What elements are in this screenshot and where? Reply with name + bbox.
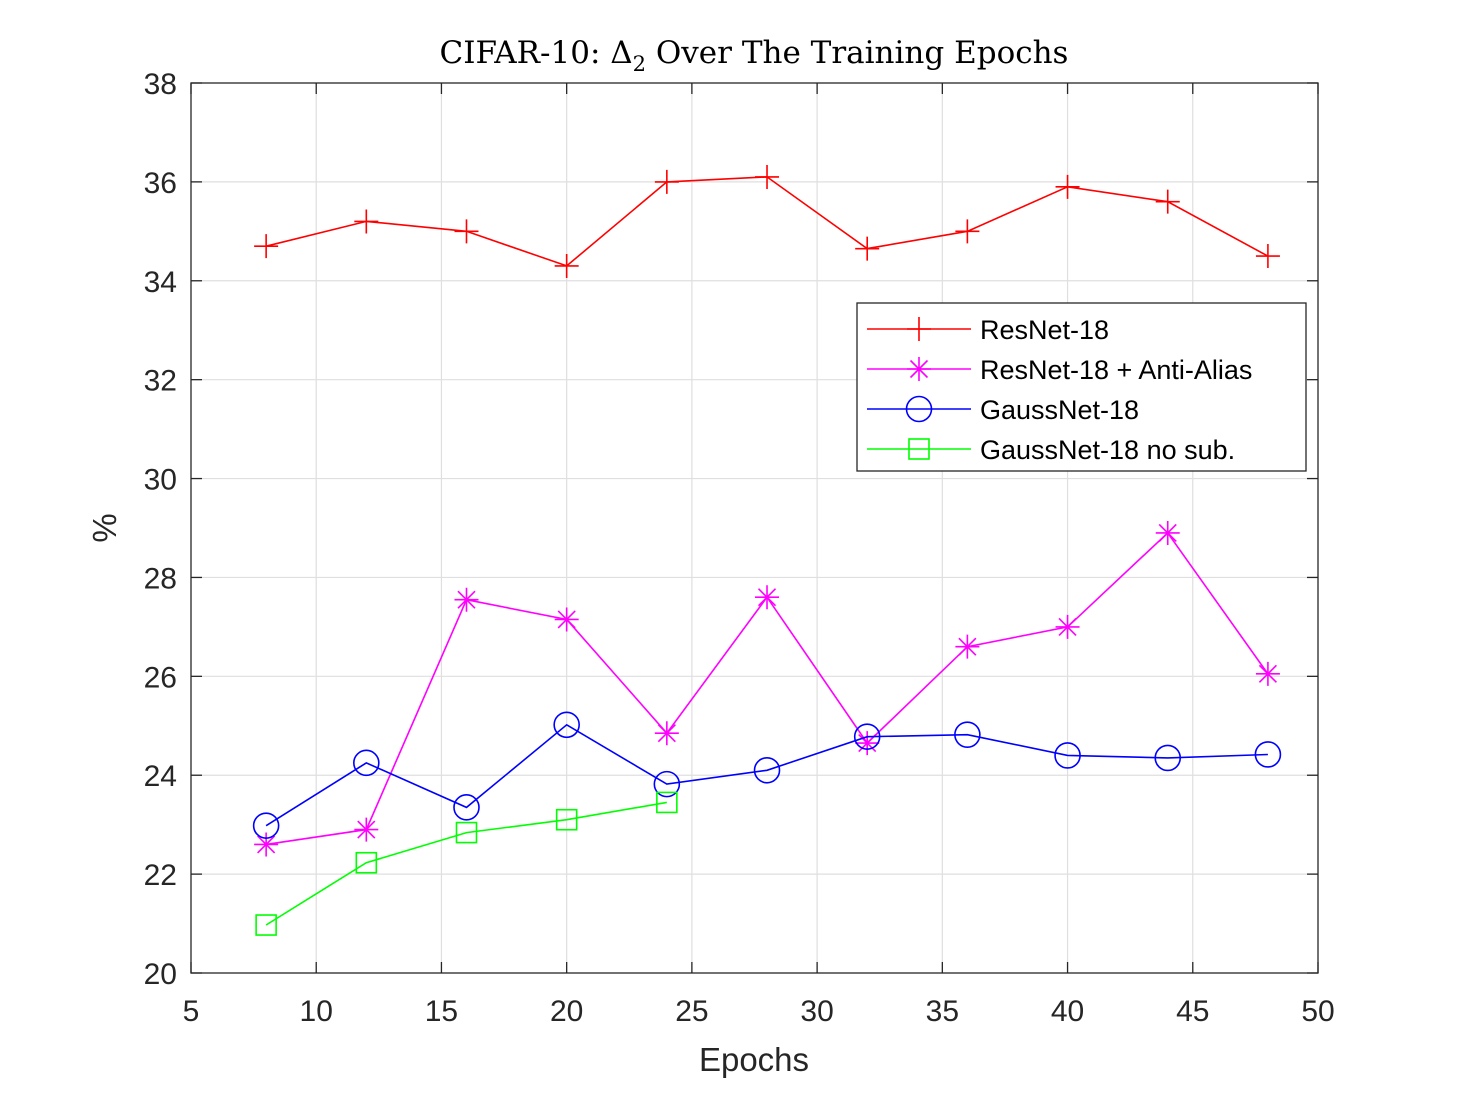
y-axis-label: % [86, 513, 123, 542]
chart-title: CIFAR-10: Δ2 Over The Training Epochs [440, 35, 1069, 76]
data-point [354, 209, 379, 234]
y-tick-label: 22 [144, 859, 177, 892]
data-point [254, 832, 279, 857]
x-tick-label: 50 [1301, 995, 1334, 1028]
data-point [855, 731, 880, 756]
series-line [265, 723, 1268, 827]
series-4 [255, 791, 678, 936]
data-point [554, 253, 579, 278]
data-point [553, 711, 580, 739]
y-tick-label: 30 [144, 464, 177, 497]
x-axis-label: Epochs [699, 1041, 809, 1078]
x-tick-label: 25 [675, 995, 708, 1028]
legend: ResNet-18 ResNet-18 + Anti-Alias GaussNet-… [856, 302, 1307, 472]
legend-box [856, 302, 1307, 472]
data-point [453, 794, 480, 821]
data-point [1055, 174, 1080, 199]
y-tick-label: 28 [144, 562, 177, 595]
data-point [454, 219, 479, 244]
y-tick-label: 36 [144, 167, 177, 200]
data-point [753, 756, 781, 784]
legend-entry: ResNet-18 [867, 315, 1109, 345]
data-point [653, 770, 681, 798]
legend-marker [905, 395, 933, 423]
series-1 [254, 164, 1280, 278]
legend-entry: ResNet-18 + Anti-Alias [867, 355, 1252, 385]
data-point [252, 812, 280, 839]
data-point [853, 723, 881, 750]
data-point [654, 721, 679, 746]
legend-marker [908, 438, 930, 460]
x-tick-label: 30 [800, 995, 833, 1028]
series-2 [254, 520, 1280, 857]
legend-label: GaussNet-18 [980, 395, 1139, 425]
data-point [554, 607, 579, 632]
x-tick-label: 20 [550, 995, 583, 1028]
data-point [955, 219, 980, 244]
data-point [454, 587, 479, 612]
y-tick-label: 26 [144, 661, 177, 694]
data-point [1054, 742, 1081, 769]
data-point [1255, 244, 1280, 269]
data-point [955, 634, 980, 659]
x-tick-label: 45 [1176, 995, 1209, 1028]
data-point [654, 169, 679, 194]
data-point [1155, 189, 1180, 214]
axes-box [190, 82, 1319, 974]
data-point [1254, 741, 1282, 768]
data-point [1255, 661, 1280, 686]
x-tick-label: 35 [926, 995, 959, 1028]
y-tick-label: 24 [144, 760, 177, 793]
data-point [555, 808, 578, 831]
legend-label: ResNet-18 + Anti-Alias [980, 355, 1252, 385]
data-point [1055, 614, 1080, 639]
x-tick-label: 15 [425, 995, 458, 1028]
plot-background [191, 83, 1318, 973]
x-tick-label: 40 [1051, 995, 1084, 1028]
data-point [353, 749, 380, 777]
y-tick-label: 38 [144, 68, 177, 101]
data-point [855, 236, 880, 261]
data-point [954, 721, 981, 748]
series-3 [252, 711, 1282, 839]
x-tick-label: 10 [300, 995, 333, 1028]
y-tick-label: 32 [144, 365, 177, 398]
data-point [656, 791, 678, 814]
data-point [1154, 744, 1182, 772]
data-point [755, 585, 780, 610]
series-line [265, 801, 667, 926]
data-point [755, 164, 780, 189]
legend-entry: GaussNet-18 [867, 395, 1139, 425]
data-point [355, 851, 378, 874]
y-tick-label: 20 [144, 958, 177, 991]
data-point [1155, 520, 1180, 545]
legend-marker [907, 357, 931, 381]
plot-area: 5 10 15 20 25 30 35 40 45 50 20 22 24 26 28 30 32 34 36 38 [144, 68, 1335, 1028]
data-point [255, 914, 277, 936]
y-tick-label: 34 [144, 266, 177, 299]
data-point [254, 234, 279, 259]
data-point [354, 817, 379, 842]
legend-marker [907, 317, 931, 341]
x-tick-label: 5 [183, 995, 200, 1028]
data-point [455, 821, 478, 844]
legend-entry: GaussNet-18 no sub. [867, 435, 1235, 465]
legend-label: ResNet-18 [980, 315, 1109, 345]
legend-label: GaussNet-18 no sub. [980, 435, 1235, 465]
